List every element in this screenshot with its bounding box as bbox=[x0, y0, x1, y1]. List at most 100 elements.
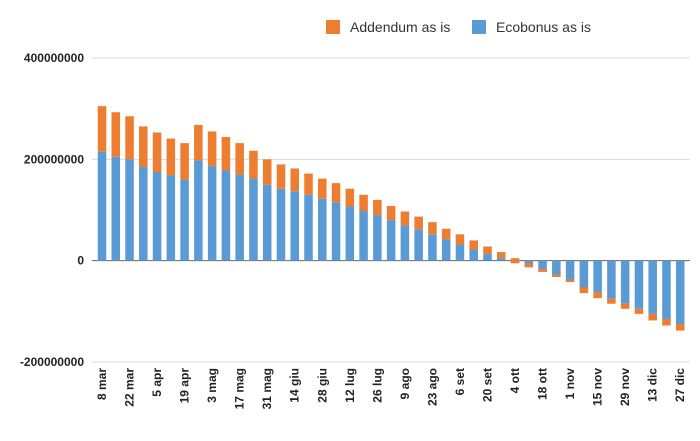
bar-ecobonus bbox=[139, 166, 148, 261]
x-tick-label: 13 dic bbox=[646, 368, 660, 402]
bar-addendum bbox=[221, 137, 231, 171]
x-tick-label: 26 lug bbox=[370, 368, 384, 403]
bar-ecobonus bbox=[373, 215, 382, 261]
bar-addendum bbox=[318, 178, 327, 199]
bar-addendum bbox=[373, 199, 382, 216]
bar-addendum bbox=[634, 308, 644, 314]
x-tick-label: 22 mar bbox=[123, 368, 137, 407]
bar-addendum bbox=[538, 268, 547, 272]
bar-ecobonus bbox=[262, 184, 272, 261]
x-tick-label: 12 lug bbox=[343, 368, 357, 403]
x-tick-label: 18 ott bbox=[536, 368, 550, 400]
bar-ecobonus bbox=[538, 260, 547, 272]
x-tick-label: 31 mag bbox=[260, 368, 274, 409]
bar-addendum bbox=[139, 126, 148, 167]
bar-ecobonus bbox=[469, 249, 478, 261]
legend-label: Ecobonus as is bbox=[496, 19, 591, 35]
bar-ecobonus bbox=[455, 244, 465, 261]
bar-addendum bbox=[386, 205, 396, 221]
bar-addendum bbox=[304, 173, 313, 195]
bar-ecobonus bbox=[565, 260, 575, 282]
bar-addendum bbox=[483, 246, 492, 255]
bar-ecobonus bbox=[607, 260, 616, 299]
bar-ecobonus bbox=[579, 260, 589, 288]
bar-ecobonus bbox=[111, 156, 121, 261]
bar-addendum bbox=[593, 292, 602, 299]
bar-ecobonus bbox=[634, 260, 644, 309]
bar-ecobonus bbox=[318, 198, 327, 261]
x-tick-label: 5 apr bbox=[150, 368, 164, 397]
x-tick-label: 20 set bbox=[480, 368, 494, 402]
bar-addendum bbox=[276, 164, 286, 189]
bar-addendum bbox=[125, 116, 134, 160]
bar-addendum bbox=[469, 240, 478, 250]
bar-ecobonus bbox=[496, 258, 506, 261]
bar-ecobonus bbox=[414, 229, 423, 261]
bar-addendum bbox=[607, 298, 616, 304]
bar-ecobonus bbox=[428, 234, 437, 261]
bar-ecobonus bbox=[675, 260, 685, 324]
x-tick-label: 3 mag bbox=[205, 368, 219, 403]
x-tick-label: 6 set bbox=[453, 368, 467, 395]
bar-ecobonus bbox=[386, 220, 396, 261]
bar-addendum bbox=[675, 324, 685, 331]
bars-layer bbox=[97, 106, 685, 331]
bar-ecobonus bbox=[152, 172, 162, 261]
bar-addendum bbox=[235, 143, 244, 175]
bar-addendum bbox=[111, 112, 121, 157]
bar-ecobonus bbox=[441, 239, 451, 261]
bar-addendum bbox=[207, 131, 217, 166]
legend-swatch bbox=[326, 20, 340, 34]
legend: Addendum as is Ecobonus as is bbox=[326, 19, 591, 35]
y-tick-label: -200000000 bbox=[20, 355, 84, 369]
x-tick-label: 8 mar bbox=[95, 368, 109, 400]
bar-addendum bbox=[97, 106, 107, 152]
bar-addendum bbox=[524, 263, 534, 268]
y-axis: 400000000 200000000 0 -200000000 bbox=[20, 51, 84, 369]
bar-ecobonus bbox=[483, 254, 492, 261]
bar-addendum bbox=[428, 222, 437, 235]
bar-ecobonus bbox=[249, 178, 258, 261]
bar-addendum bbox=[579, 287, 589, 294]
x-tick-label: 14 giu bbox=[288, 368, 302, 403]
bar-ecobonus bbox=[180, 179, 189, 261]
x-tick-label: 23 ago bbox=[425, 368, 439, 406]
bar-ecobonus bbox=[125, 159, 134, 261]
y-tick-label: 200000000 bbox=[24, 152, 84, 166]
bar-addendum bbox=[552, 274, 561, 277]
x-axis: 8 mar 22 mar 5 apr 19 apr 3 mag 17 mag 31 mag 1… bbox=[95, 368, 687, 410]
bar-ecobonus bbox=[207, 165, 217, 261]
bar-addendum bbox=[359, 194, 368, 212]
bar-ecobonus bbox=[97, 151, 107, 261]
bar-addendum bbox=[331, 183, 341, 203]
bar-ecobonus bbox=[166, 175, 176, 261]
bar-addendum bbox=[194, 124, 203, 161]
bar-ecobonus bbox=[290, 191, 300, 261]
bar-addendum bbox=[648, 313, 657, 321]
bar-ecobonus bbox=[345, 206, 355, 261]
bar-addendum bbox=[620, 303, 630, 309]
x-tick-label: 19 apr bbox=[178, 368, 192, 404]
bar-ecobonus bbox=[359, 211, 368, 261]
x-tick-label: 29 nov bbox=[618, 368, 632, 406]
bar-ecobonus bbox=[620, 260, 630, 304]
x-tick-label: 4 ott bbox=[508, 368, 522, 393]
bar-ecobonus bbox=[235, 174, 244, 261]
bar-addendum bbox=[441, 228, 451, 240]
bar-addendum bbox=[262, 159, 272, 185]
bar-ecobonus bbox=[331, 202, 341, 261]
bar-ecobonus bbox=[593, 260, 602, 293]
bar-ecobonus bbox=[194, 160, 203, 261]
bar-ecobonus bbox=[648, 260, 657, 314]
bar-addendum bbox=[152, 132, 162, 172]
bar-addendum bbox=[180, 143, 189, 180]
bar-addendum bbox=[496, 252, 506, 259]
x-tick-label: 27 dic bbox=[673, 368, 687, 402]
y-tick-label: 400000000 bbox=[24, 51, 84, 65]
bar-addendum bbox=[565, 279, 575, 282]
bar-ecobonus bbox=[221, 170, 231, 261]
bar-addendum bbox=[249, 150, 258, 179]
x-tick-label: 28 giu bbox=[315, 368, 329, 403]
